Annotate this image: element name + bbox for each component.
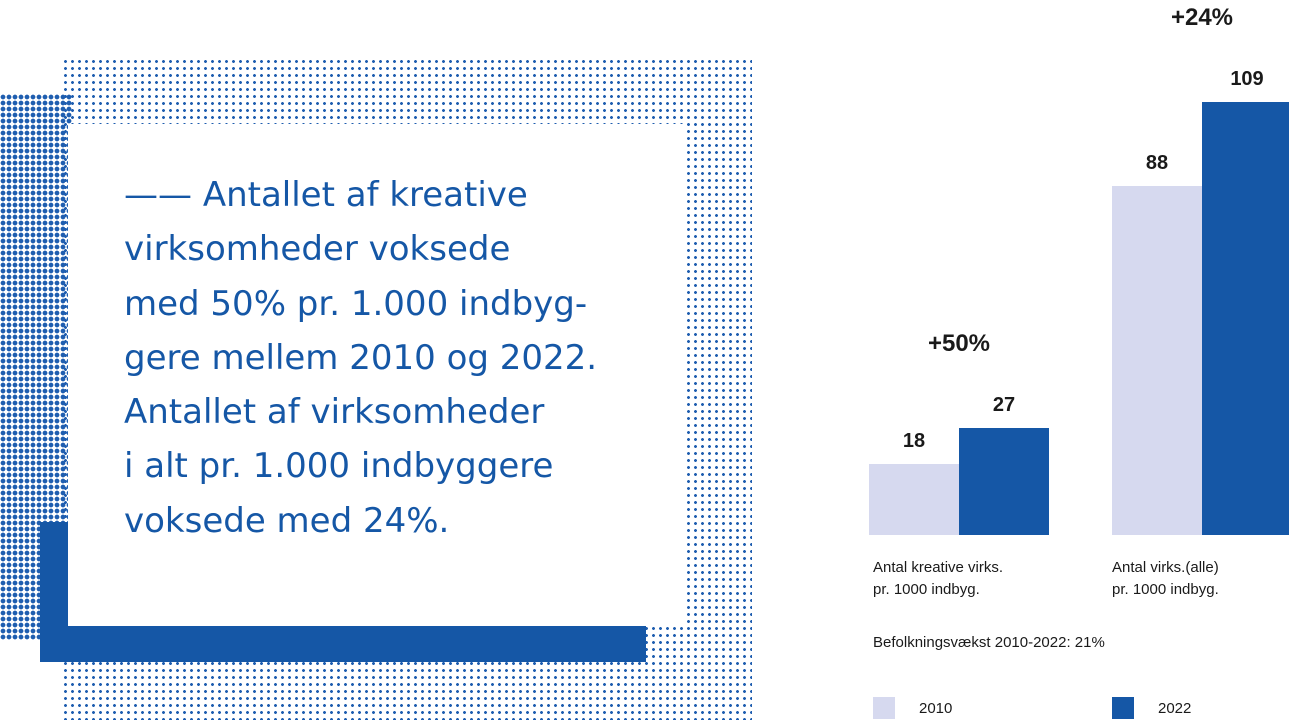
growth-label-0: +50% [927, 329, 991, 357]
category-label-1: Antal virks.(alle) pr. 1000 indbyg. [1112, 557, 1289, 601]
legend-swatch-2010 [873, 697, 895, 719]
quote-dash: —— [124, 175, 192, 215]
quote-line: virksomheder voksede [124, 229, 511, 270]
value-label-2010-0: 18 [902, 429, 926, 452]
bar-2022-0 [959, 427, 1049, 535]
value-label-2022-1: 109 [1230, 68, 1264, 91]
value-label-2022-0: 27 [992, 393, 1016, 416]
quote-line: Antallet af virksomheder [124, 392, 545, 433]
category-label-line: pr. 1000 indbyg. [1112, 581, 1219, 598]
bar-2010-1 [1112, 185, 1202, 535]
growth-label-1: +24% [1170, 4, 1234, 32]
quote-text: —— Antallet af kreative virksomheder vok… [124, 168, 664, 548]
category-label-0: Antal kreative virks. pr. 1000 indbyg. [873, 557, 1093, 601]
quote-line: voksede med 24%. [124, 500, 450, 541]
quote-line: i alt pr. 1.000 indbyggere [124, 446, 554, 487]
value-label-2010-1: 88 [1145, 151, 1169, 174]
category-label-line: Antal virks.(alle) [1112, 559, 1219, 576]
category-label-line: pr. 1000 indbyg. [873, 581, 980, 598]
quote-card [68, 124, 686, 626]
population-growth-note: Befolkningsvækst 2010-2022: 21% [873, 634, 1105, 651]
quote-line: gere mellem 2010 og 2022. [124, 337, 598, 378]
legend-label-2010: 2010 [919, 700, 953, 717]
card-shadow-bottom [40, 626, 646, 662]
category-label-line: Antal kreative virks. [873, 559, 1004, 576]
quote-line: med 50% pr. 1.000 indbyg- [124, 283, 588, 324]
legend-swatch-2022 [1112, 697, 1134, 719]
legend-label-2022: 2022 [1158, 700, 1192, 717]
bar-2010-0 [869, 463, 959, 535]
quote-line: —— Antallet af kreative [124, 168, 664, 222]
quote-line-text: Antallet af kreative [202, 175, 528, 215]
bar-2022-1 [1202, 102, 1289, 535]
